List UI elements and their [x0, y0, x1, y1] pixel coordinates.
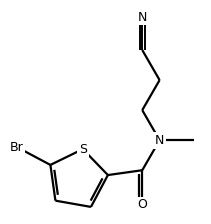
Text: Br: Br: [10, 140, 24, 153]
Text: O: O: [137, 198, 147, 211]
Text: N: N: [155, 134, 164, 147]
Text: S: S: [79, 143, 87, 156]
Text: N: N: [138, 11, 147, 24]
